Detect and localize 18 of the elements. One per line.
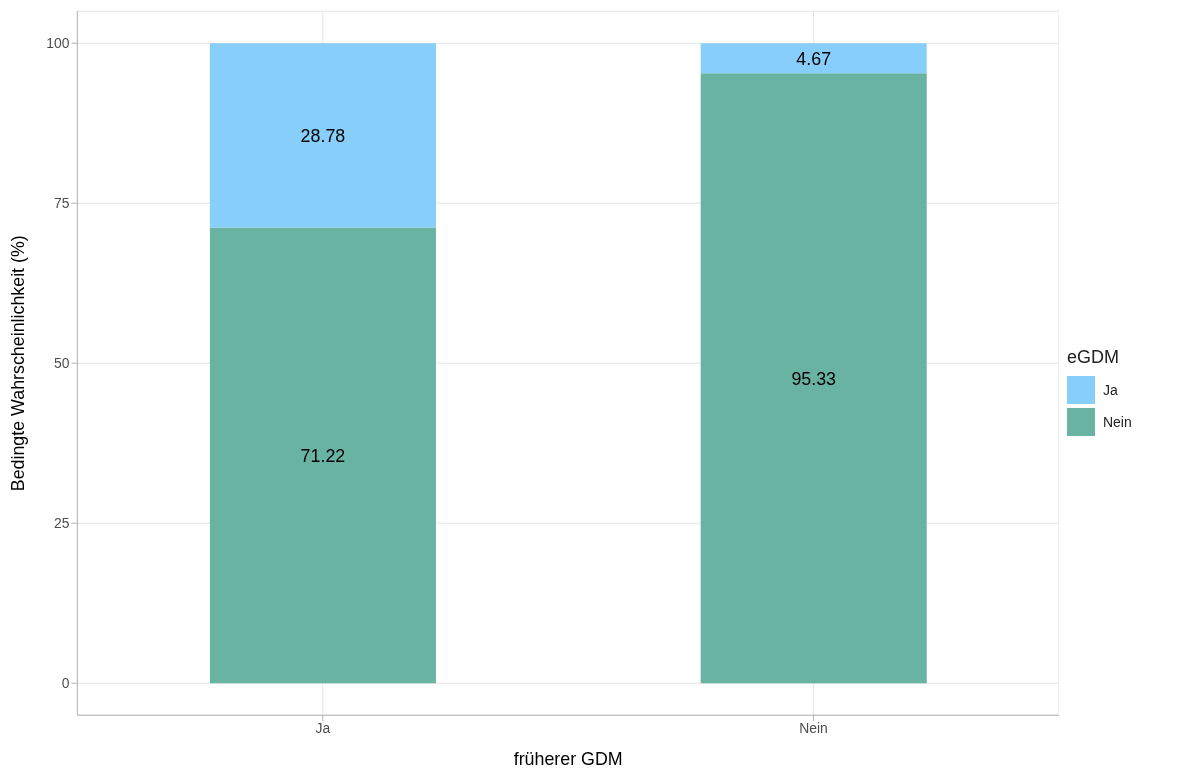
bar — [209, 43, 436, 228]
data-label: 95.33 — [791, 368, 837, 389]
y-tick-label: 25 — [54, 515, 70, 532]
y-axis-title: Bedingte Wahrscheinlichkeit (%) — [8, 235, 29, 492]
x-axis-title: früherer GDM — [513, 748, 623, 769]
legend-title: eGDM — [1066, 346, 1120, 368]
y-tick-label: 75 — [54, 195, 70, 212]
y-tick-label: 0 — [61, 675, 70, 692]
bar — [700, 43, 927, 74]
data-label: 71.22 — [300, 445, 346, 466]
bar — [209, 227, 436, 684]
legend-label: Ja — [1102, 381, 1118, 398]
data-label: 4.67 — [796, 48, 832, 69]
legend-label: Nein — [1102, 413, 1132, 430]
y-tick-label: 100 — [46, 35, 70, 52]
y-tick-label: 50 — [54, 355, 70, 372]
data-label: 28.78 — [300, 125, 346, 146]
bar — [700, 73, 927, 684]
